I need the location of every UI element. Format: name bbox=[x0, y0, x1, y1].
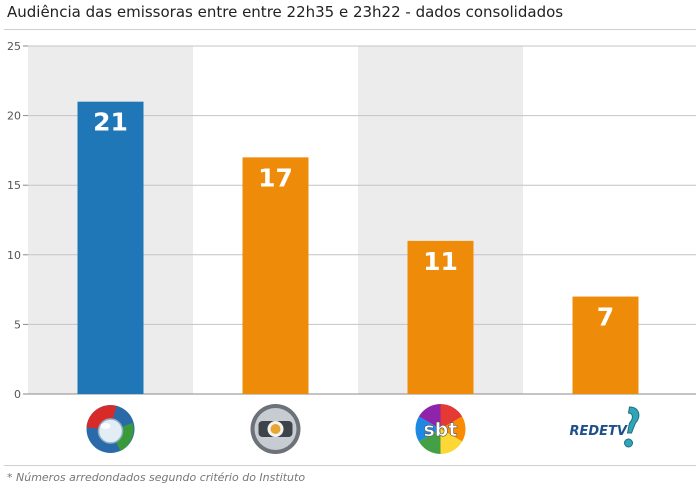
y-tick-label: 10 bbox=[7, 249, 21, 262]
bars bbox=[77, 101, 639, 395]
data-label: 11 bbox=[423, 247, 458, 276]
data-labels: 21 17 11 7 bbox=[93, 108, 614, 332]
category-logos: sbt REDETV bbox=[86, 404, 640, 454]
bar-chart: 0 5 10 15 20 25 21 17 11 7 sbt REDETV bbox=[7, 40, 696, 454]
bar-sbt bbox=[407, 240, 474, 394]
bar-globo bbox=[242, 157, 309, 394]
record-logo-icon bbox=[86, 405, 135, 453]
bar-record bbox=[77, 101, 144, 395]
title-divider bbox=[4, 29, 696, 30]
y-tick-label: 5 bbox=[14, 318, 21, 331]
footnote: * Números arredondados segundo critério … bbox=[7, 471, 306, 484]
svg-text:REDETV: REDETV bbox=[570, 424, 628, 439]
footnote-divider bbox=[4, 465, 696, 466]
y-axis-ticks: 0 5 10 15 20 25 bbox=[7, 40, 28, 401]
svg-text:sbt: sbt bbox=[424, 419, 458, 441]
globo-logo-icon bbox=[250, 404, 301, 454]
y-tick-label: 0 bbox=[14, 388, 21, 401]
data-label: 21 bbox=[93, 108, 128, 137]
chart-title: Audiência das emissoras entre entre 22h3… bbox=[7, 3, 564, 21]
data-label: 17 bbox=[258, 163, 293, 192]
sbt-logo-icon: sbt bbox=[415, 404, 466, 454]
data-label: 7 bbox=[597, 303, 614, 332]
y-tick-label: 15 bbox=[7, 179, 21, 192]
redetv-logo-icon: REDETV bbox=[570, 406, 640, 448]
y-tick-label: 20 bbox=[7, 110, 21, 123]
y-tick-label: 25 bbox=[7, 40, 21, 53]
bar-redetv bbox=[572, 296, 639, 394]
